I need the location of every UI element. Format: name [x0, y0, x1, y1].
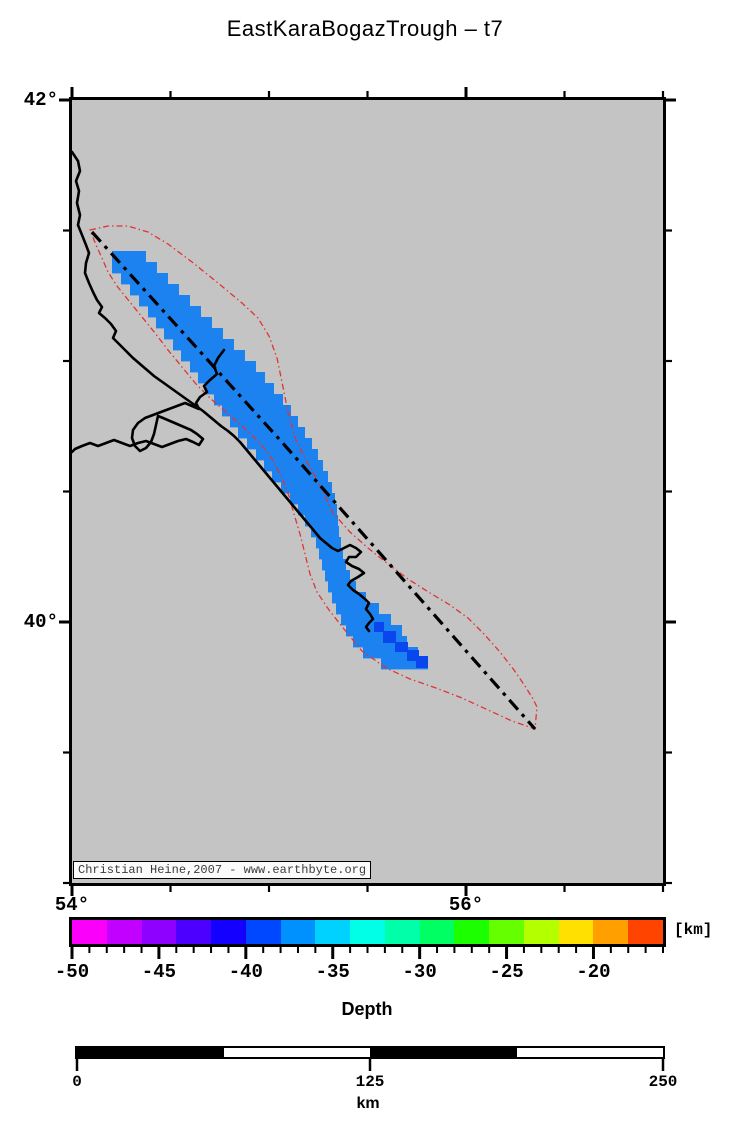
- depth-anomaly-cell-row: [316, 537, 341, 549]
- colorbar-segment: [628, 920, 663, 944]
- scalebar-segment: [77, 1048, 224, 1057]
- depth-colorbar: [69, 917, 666, 947]
- attribution-box: Christian Heine,2007 - www.earthbyte.org: [73, 861, 372, 879]
- depth-anomaly-cell-row: [173, 339, 234, 351]
- depth-anomaly-cell-row: [130, 284, 179, 296]
- depth-anomaly-cell-row: [363, 647, 418, 659]
- colorbar-segment: [419, 920, 455, 944]
- colorbar-segment: [315, 920, 350, 944]
- depth-anomaly-cell-row: [381, 658, 428, 670]
- colorbar-segment: [350, 920, 385, 944]
- scalebar-label: 125: [355, 1073, 385, 1091]
- colorbar-segment: [176, 920, 211, 944]
- colorbar-tick-label: -40: [228, 961, 263, 983]
- coastline: [72, 348, 226, 454]
- depth-anomaly-cell-row: [139, 295, 190, 307]
- scalebar-segment: [516, 1048, 663, 1057]
- depth-anomaly-cell-row: [112, 251, 146, 263]
- scalebar-segment: [223, 1048, 370, 1057]
- depth-anomaly-cell-row: [156, 317, 212, 329]
- depth-anomaly-cell-row: [214, 394, 283, 406]
- coastline: [72, 150, 375, 633]
- colorbar-segment: [211, 920, 246, 944]
- map-scalebar: [75, 1046, 665, 1059]
- colorbar-segment: [454, 920, 489, 944]
- depth-anomaly-cell-row: [222, 405, 291, 417]
- depth-anomaly-cell-row: [164, 328, 223, 340]
- trough-trend-line: [90, 230, 537, 731]
- colorbar-segment: [72, 920, 107, 944]
- colorbar-tick-label: -50: [54, 961, 90, 983]
- colorbar-unit-label: [km]: [674, 921, 713, 939]
- depth-anomaly-cell-row: [290, 493, 335, 505]
- depth-anomaly-cell-row: [311, 526, 339, 538]
- depth-anomaly-cell-row: [272, 471, 328, 483]
- lat-tick-label: 40°: [23, 611, 58, 633]
- colorbar-title: Depth: [341, 999, 393, 1019]
- scalebar-segment: [370, 1048, 517, 1057]
- colorbar-segment: [384, 920, 420, 944]
- depth-anomaly-cell-row: [256, 449, 318, 461]
- depth-anomaly-cell-row: [264, 460, 323, 472]
- depth-anomaly-cell-row: [181, 350, 245, 362]
- depth-anomaly-deep-cell: [374, 622, 384, 632]
- depth-anomaly-cell-row: [206, 383, 274, 395]
- depth-anomaly-deep-cell: [395, 642, 408, 652]
- depth-anomaly-cell-row: [298, 504, 337, 516]
- depth-anomaly-deep-cell: [407, 650, 419, 661]
- depth-anomaly-cell-row: [336, 603, 379, 615]
- depth-anomaly-cell-row: [281, 482, 332, 494]
- depth-anomaly-cell-row: [332, 592, 366, 604]
- colorbar-tick-label: -35: [315, 961, 350, 983]
- colorbar-tick-label: -20: [576, 961, 611, 983]
- depth-anomaly-cell-row: [230, 416, 298, 428]
- lat-tick-label: 42°: [23, 89, 58, 111]
- depth-anomaly-cell-row: [319, 548, 343, 560]
- map-title: EastKaraBogazTrough – t7: [226, 16, 504, 41]
- depth-anomaly-cell-row: [341, 614, 391, 626]
- depth-anomaly-cell-row: [322, 559, 346, 571]
- depth-anomaly-deep-cell: [416, 656, 428, 668]
- scalebar-label: 0: [72, 1073, 82, 1091]
- colorbar-segment: [489, 920, 524, 944]
- lon-tick-label: 54°: [54, 894, 90, 916]
- depth-anomaly-cell-row: [328, 581, 356, 593]
- depth-anomaly-cell-row: [198, 372, 265, 384]
- map-canvas: Christian Heine,2007 - www.earthbyte.org: [69, 97, 666, 886]
- depth-anomaly-cell-row: [325, 570, 350, 582]
- colorbar-segment: [245, 920, 281, 944]
- depth-anomaly-deep-cell: [383, 631, 396, 643]
- depth-anomaly-cell-row: [305, 515, 338, 527]
- map-content: [72, 150, 538, 731]
- colorbar-segment: [593, 920, 628, 944]
- scalebar-unit-label: km: [356, 1095, 380, 1112]
- colorbar-segment: [280, 920, 316, 944]
- colorbar-segment: [106, 920, 142, 944]
- colorbar-tick-label: -30: [402, 961, 437, 983]
- lon-tick-label: 56°: [448, 894, 484, 916]
- colorbar-tick-label: -25: [489, 961, 524, 983]
- depth-anomaly-cell-row: [247, 438, 312, 450]
- scalebar-label: 250: [648, 1073, 678, 1091]
- colorbar-segment: [141, 920, 177, 944]
- colorbar-segment: [558, 920, 594, 944]
- depth-anomaly-cell-row: [148, 306, 201, 318]
- depth-anomaly-cell-row: [190, 361, 256, 373]
- depth-anomaly-cell-row: [353, 636, 407, 648]
- colorbar-tick-label: -45: [141, 961, 177, 983]
- depth-anomaly-cell-row: [121, 273, 168, 285]
- colorbar-segment: [523, 920, 559, 944]
- depth-anomaly-cell-row: [112, 262, 157, 274]
